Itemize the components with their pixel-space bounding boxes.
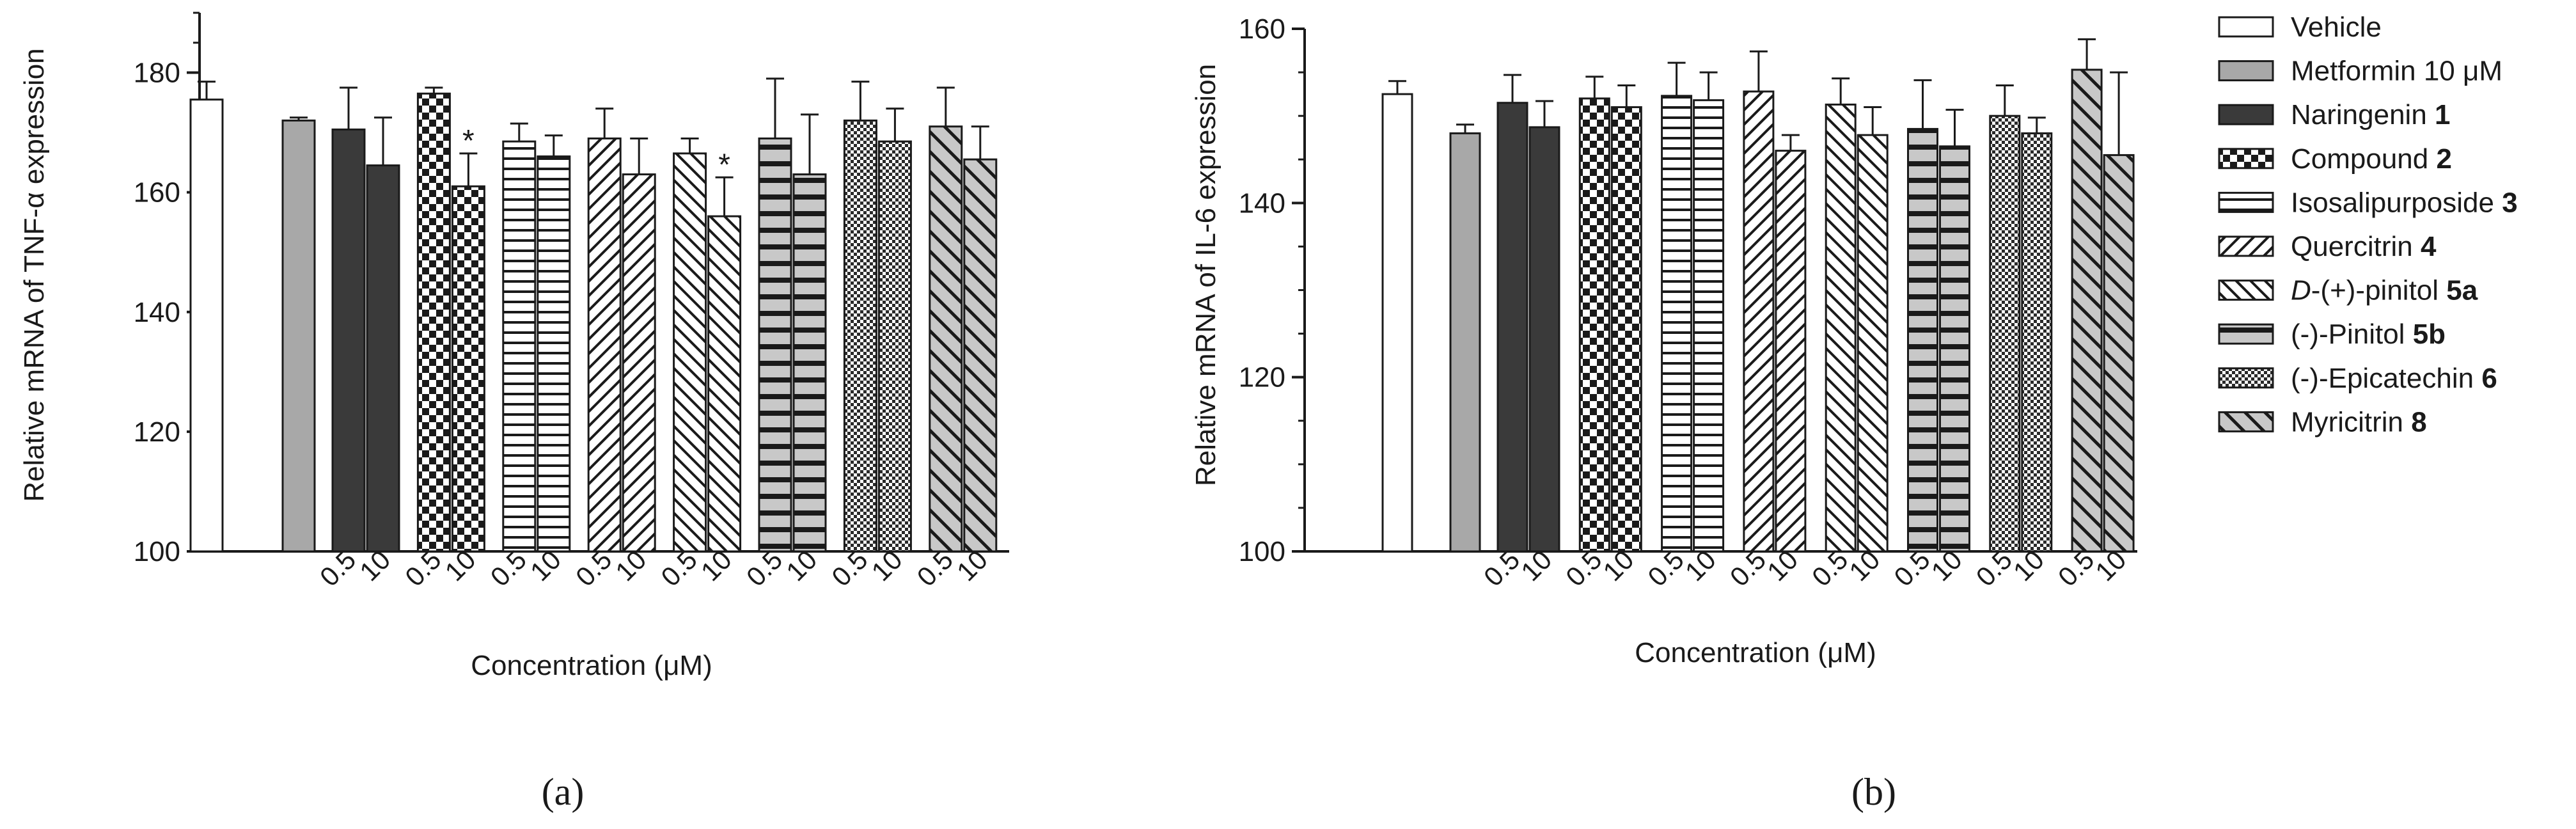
bar-epicatechin-6-0_5 (1989, 114, 2021, 553)
legend-swatch (2218, 148, 2274, 170)
y-tick-label: 120 (1239, 362, 1285, 393)
bar-quercitrin-4-10 (1775, 150, 1807, 553)
bar-isosalipurposide-3-10 (1693, 99, 1725, 553)
legend-swatch (2218, 323, 2274, 345)
significance-star: * (462, 124, 475, 158)
bar-d-pinitol-5a-10 (1857, 134, 1889, 553)
legend-label: Naringenin 1 (2291, 99, 2451, 130)
bar-naringenin-1-10 (1528, 126, 1560, 553)
legend-label: Quercitrin 4 (2291, 231, 2437, 262)
y-tick-label: 140 (1239, 187, 1285, 219)
bar-myricitrin-8-10 (963, 158, 998, 553)
legend-label: Vehicle (2291, 12, 2382, 43)
panel-label-b: (b) (1851, 771, 1896, 813)
chart-panel-b: Relative mRNA of IL-6 expression Concent… (1190, 13, 2137, 813)
bar-quercitrin-4-0_5 (587, 137, 622, 553)
y-tick-label: 100 (1239, 536, 1285, 567)
legend-swatch (2218, 16, 2274, 38)
bar-metformin-10-m (1449, 132, 1481, 553)
legend-swatch (2218, 60, 2274, 82)
bar-compound-2-10 (451, 185, 485, 553)
legend-item: Myricitrin 8 (2218, 406, 2427, 438)
bar-quercitrin-4-0_5 (1743, 90, 1775, 553)
bar-d-pinitol-5a-0_5 (673, 152, 707, 553)
bar-vehicle (189, 99, 224, 553)
legend: Vehicle Metformin 10 μM Naringenin 1 Compou… (2218, 12, 2518, 438)
bar-compound-2-0_5 (416, 92, 451, 553)
y-tick-label: 160 (1239, 13, 1285, 45)
bar-epicatechin-6-10 (877, 140, 912, 553)
bar-myricitrin-8-0_5 (929, 125, 963, 553)
bar-compound-2-0_5 (1578, 97, 1610, 553)
legend-item: Vehicle (2218, 12, 2382, 43)
bar-quercitrin-4-10 (622, 173, 656, 553)
y-tick-label: 160 (134, 177, 180, 209)
bar-compound-2-10 (1610, 106, 1642, 553)
y-tick-label: 100 (134, 536, 180, 567)
significance-star: * (718, 148, 730, 182)
legend-label: (-)-Pinitol 5b (2291, 319, 2446, 350)
legend-swatch (2218, 235, 2274, 257)
legend-swatch (2218, 191, 2274, 213)
bar-metformin-10-m (281, 119, 316, 553)
bar-naringenin-1-10 (366, 164, 400, 553)
bar-d-pinitol-5a-0_5 (1825, 103, 1857, 553)
y-axis-label-a: Relative mRNA of TNF-α expression (19, 48, 50, 501)
legend-label: Compound 2 (2291, 143, 2452, 175)
bar-vehicle (1381, 93, 1413, 553)
panel-label-a: (a) (542, 771, 585, 813)
legend-item: Quercitrin 4 (2218, 231, 2437, 262)
y-tick-label: 120 (134, 416, 180, 448)
y-tick-label: 180 (134, 58, 180, 89)
legend-item: Metformin 10 μM (2218, 56, 2502, 87)
bar-pinitol-5b-0_5 (758, 137, 792, 553)
legend-swatch (2218, 104, 2274, 125)
chart-panel-a: Relative mRNA of TNF-α expression Concen… (19, 12, 1009, 813)
bar-pinitol-5b-0_5 (1907, 128, 1938, 553)
legend-label: Myricitrin 8 (2291, 406, 2427, 438)
bar-myricitrin-8-0_5 (2071, 68, 2103, 553)
bar-naringenin-1-0_5 (1496, 102, 1528, 553)
legend-label: D-(+)-pinitol 5a (2291, 275, 2478, 306)
legend-label: Metformin 10 μM (2291, 56, 2502, 87)
bar-isosalipurposide-3-0_5 (1661, 95, 1693, 553)
bar-pinitol-5b-10 (792, 173, 827, 553)
bar-epicatechin-6-0_5 (843, 119, 877, 553)
legend-item: Naringenin 1 (2218, 99, 2451, 130)
bar-d-pinitol-5a-10 (707, 215, 742, 553)
y-axis-label-b: Relative mRNA of IL-6 expression (1190, 64, 1221, 486)
legend-label: (-)-Epicatechin 6 (2291, 363, 2497, 394)
bar-pinitol-5b-10 (1939, 145, 1970, 553)
legend-item: Isosalipurposide 3 (2218, 187, 2518, 218)
legend-item: (-)-Pinitol 5b (2218, 319, 2446, 350)
legend-item: Compound 2 (2218, 143, 2452, 175)
legend-swatch (2218, 411, 2274, 432)
legend-item: D-(+)-pinitol 5a (2218, 275, 2478, 306)
legend-swatch (2218, 367, 2274, 389)
legend-swatch (2218, 280, 2274, 301)
legend-label: Isosalipurposide 3 (2291, 187, 2518, 218)
bar-isosalipurposide-3-10 (537, 155, 571, 553)
bar-myricitrin-8-10 (2103, 154, 2135, 553)
y-tick-label: 140 (134, 297, 180, 328)
bar-epicatechin-6-10 (2021, 132, 2053, 553)
legend-item: (-)-Epicatechin 6 (2218, 363, 2497, 394)
x-axis-label-b: Concentration (μM) (1635, 637, 1876, 668)
bar-isosalipurposide-3-0_5 (502, 140, 537, 553)
bar-naringenin-1-0_5 (331, 128, 366, 553)
x-axis-label-a: Concentration (μM) (471, 650, 712, 681)
